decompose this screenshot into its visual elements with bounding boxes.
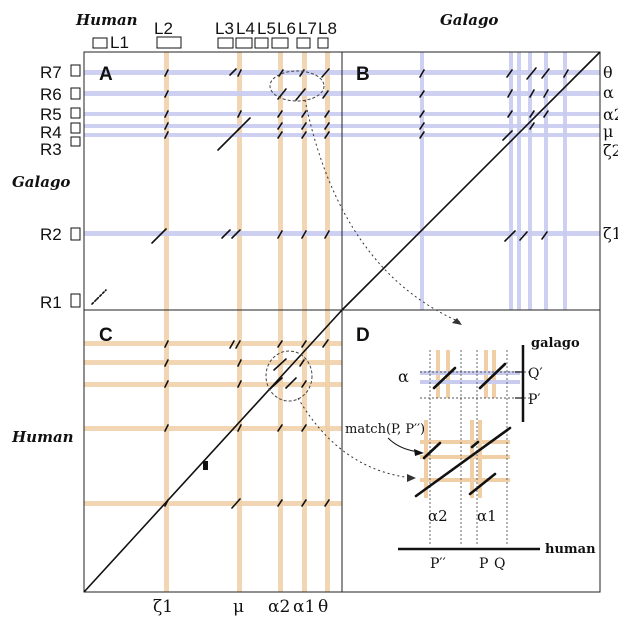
bottom-mu: μ xyxy=(233,597,244,617)
inset-q-label: Q xyxy=(494,556,505,572)
l7-label: L7 xyxy=(298,19,317,38)
right-zeta1: ζ1 xyxy=(603,224,618,243)
l4-label: L4 xyxy=(236,19,255,38)
bottom-greek-labels: ζ1 μ α2 α1 θ xyxy=(153,597,328,617)
l8-box xyxy=(317,37,329,49)
panel-b-letter: B xyxy=(356,64,370,85)
left-row-labels: R7 R6 R5 R4 R3 R2 R1 xyxy=(40,63,81,312)
panel-b-segments xyxy=(419,67,569,242)
inset-p-prime: P′ xyxy=(528,392,541,408)
bottom-theta: θ xyxy=(318,597,328,617)
l2-box xyxy=(156,36,182,49)
inset-labels: galago α Q′ P′ match(P, P′′) α2 α1 human… xyxy=(345,336,596,572)
inset-p-dprime: P′′ xyxy=(430,556,446,572)
inset-alpha-label: α xyxy=(398,367,409,386)
r5-label: R5 xyxy=(40,105,62,124)
galago-left-label: Galago xyxy=(12,173,70,191)
inset-alpha2-label: α2 xyxy=(428,507,448,525)
l5-box xyxy=(254,37,269,49)
panel-d-frame xyxy=(341,309,601,593)
right-greek-labels: θ α α2 μ ζ2 ζ1 xyxy=(603,63,618,243)
l7-box xyxy=(296,37,311,49)
l8-label: L8 xyxy=(318,19,337,38)
r1-label: R1 xyxy=(40,293,62,312)
r4-label: R4 xyxy=(40,123,62,142)
panel-c-letter: C xyxy=(99,325,113,346)
bottom-alpha2: α2 xyxy=(268,597,290,617)
connector-c-arrowhead xyxy=(407,474,416,482)
connector-c-to-d xyxy=(297,397,413,479)
l3-label: L3 xyxy=(215,19,234,38)
inset-alpha-segment-2 xyxy=(478,362,507,390)
right-zeta2: ζ2 xyxy=(603,141,618,160)
bottom-alpha1: α1 xyxy=(293,597,315,617)
panel-d-bands xyxy=(420,350,520,498)
panel-c-diagonal xyxy=(83,309,343,593)
inset-q-prime: Q′ xyxy=(528,366,543,382)
panel-b-bands xyxy=(342,52,600,310)
right-alpha: α xyxy=(603,83,614,102)
inset-alpha-segment-1 xyxy=(432,366,457,390)
galago-top-label: Galago xyxy=(440,11,498,29)
panel-c-segments xyxy=(164,339,330,509)
inset-human-label: human xyxy=(545,542,596,557)
panel-frames xyxy=(83,51,601,593)
inset-match-label: match(P, P′′) xyxy=(345,422,425,437)
l1-box xyxy=(92,37,108,49)
inset-galago-label: galago xyxy=(531,336,580,351)
l6-label: L6 xyxy=(277,19,296,38)
l6-box xyxy=(271,37,289,49)
panel-a-bands xyxy=(84,52,342,310)
l4-box xyxy=(235,37,253,49)
l1-label: L1 xyxy=(110,33,129,52)
bottom-zeta1: ζ1 xyxy=(153,597,173,617)
inset-alpha1-label: α1 xyxy=(477,507,497,525)
panel-a-highlight-ellipse xyxy=(269,70,325,102)
panel-d-inset xyxy=(387,345,540,551)
l5-label: L5 xyxy=(257,19,276,38)
l2-label: L2 xyxy=(154,19,173,38)
inset-short-diagonal xyxy=(468,472,497,496)
panel-c-bands xyxy=(84,310,342,592)
panel-a-letter: A xyxy=(99,64,113,85)
r2-label: R2 xyxy=(40,225,62,244)
r6-label: R6 xyxy=(40,85,62,104)
r3-label: R3 xyxy=(40,140,62,159)
panel-d-letter: D xyxy=(356,325,370,346)
right-theta: θ xyxy=(603,63,613,82)
inset-long-diagonal xyxy=(414,426,512,498)
right-alpha2: α2 xyxy=(603,105,618,124)
panel-c-highlight-ellipse xyxy=(265,350,313,402)
right-mu: μ xyxy=(603,122,613,141)
panel-b-diagonal xyxy=(341,51,601,311)
l3-box xyxy=(217,37,234,49)
panel-a-segments xyxy=(91,68,330,305)
human-left-label: Human xyxy=(11,428,74,446)
top-row-labels: L1 L2 L3 L4 L5 L6 L7 L8 xyxy=(92,19,337,52)
panel-c-marker xyxy=(203,461,208,470)
human-top-label: Human xyxy=(75,11,138,29)
inset-p-label: P xyxy=(479,556,488,572)
r7-label: R7 xyxy=(40,63,62,82)
connector-a-arrowhead xyxy=(452,318,462,325)
